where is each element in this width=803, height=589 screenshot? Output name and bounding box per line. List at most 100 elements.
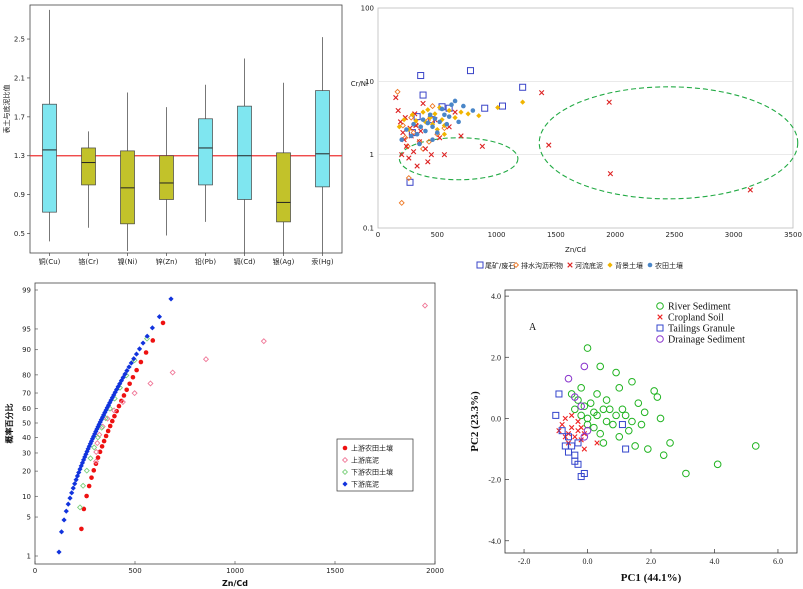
pca-point bbox=[682, 469, 690, 478]
prob-point bbox=[84, 493, 89, 499]
box bbox=[315, 90, 330, 188]
pca-point bbox=[656, 414, 665, 423]
scatter-point bbox=[437, 119, 442, 125]
scatter-point bbox=[417, 128, 424, 134]
scatter-point bbox=[408, 133, 414, 139]
scatter-point bbox=[437, 104, 443, 111]
prob-ytick-label: 90 bbox=[22, 346, 31, 354]
box bbox=[159, 155, 174, 200]
pca-point bbox=[631, 442, 639, 450]
prob-ytick-label: 1 bbox=[27, 553, 31, 561]
scatter-point bbox=[406, 155, 412, 161]
scatter-point bbox=[432, 116, 438, 121]
pca-point bbox=[618, 421, 626, 429]
box bbox=[81, 147, 96, 186]
boxplot-ytick-label: 2.5 bbox=[14, 36, 25, 44]
scatter-point bbox=[434, 130, 440, 135]
scatter-point bbox=[441, 125, 448, 132]
pca-point bbox=[622, 445, 630, 453]
scatter-point bbox=[520, 99, 526, 105]
pca-xlabel: PC1 (44.1%) bbox=[621, 572, 682, 584]
prob-point bbox=[79, 526, 84, 532]
pca-point bbox=[558, 427, 566, 435]
prob-point bbox=[124, 387, 129, 393]
pca-point bbox=[580, 432, 589, 441]
prob-point bbox=[127, 381, 132, 387]
prob-point bbox=[85, 446, 91, 452]
boxplot-ytick-label: 0.9 bbox=[14, 191, 25, 199]
prob-point bbox=[111, 407, 118, 414]
pca-point bbox=[596, 362, 605, 371]
prob-point bbox=[81, 457, 87, 463]
prob-point bbox=[133, 351, 140, 357]
pca-xtick-label: 2.0 bbox=[646, 557, 656, 566]
prob-point bbox=[122, 371, 128, 377]
pca-point bbox=[634, 399, 643, 407]
scatter-xtick-label: 3500 bbox=[784, 231, 802, 239]
pca-legend-label: Drainage Sediment bbox=[668, 335, 745, 346]
scatter-ytick-label: 100 bbox=[361, 5, 374, 13]
prob-legend-marker bbox=[341, 468, 349, 476]
pca-frame bbox=[504, 289, 798, 554]
scatter-legend-label: 尾矿/废石 bbox=[485, 261, 515, 270]
prob-point bbox=[96, 431, 103, 438]
box bbox=[237, 105, 252, 200]
pca-point bbox=[599, 439, 608, 447]
scatter-frame bbox=[377, 7, 794, 229]
scatter-point bbox=[418, 124, 423, 130]
scatter-point bbox=[747, 187, 754, 193]
prob-point bbox=[421, 302, 429, 309]
pca-legend-label: Tailings Granule bbox=[668, 324, 735, 335]
scatter-point bbox=[428, 151, 435, 158]
prob-ytick-label: 30 bbox=[22, 449, 31, 457]
scatter-legend-label: 背景土壤 bbox=[615, 261, 643, 270]
prob-point bbox=[94, 434, 101, 441]
prob-point bbox=[87, 455, 94, 462]
boxplot-category-label: 镉(Cd) bbox=[234, 257, 256, 266]
scatter-point bbox=[458, 109, 464, 115]
prob-ytick-label: 50 bbox=[22, 420, 31, 428]
prob-point bbox=[89, 436, 96, 442]
prob-point bbox=[168, 296, 174, 302]
pca-point bbox=[612, 411, 620, 420]
scatter-point bbox=[436, 135, 443, 141]
pca-point bbox=[580, 402, 589, 411]
scatter-ytick-label: 10 bbox=[365, 78, 374, 86]
pca-point bbox=[593, 390, 601, 398]
pca-point bbox=[568, 412, 575, 419]
prob-point bbox=[108, 397, 114, 403]
pca-xtick-label: 0.0 bbox=[583, 557, 593, 566]
scatter-point bbox=[444, 121, 450, 127]
prob-ytick-label: 99 bbox=[22, 287, 31, 295]
scatter-point bbox=[396, 124, 402, 130]
scatter-point bbox=[414, 163, 420, 169]
boxplot-ytick-label: 0.5 bbox=[14, 230, 25, 238]
scatter-ylabel: Cr/Ni bbox=[351, 80, 368, 88]
pca-ytick-label: -4.0 bbox=[488, 537, 501, 546]
boxplot-category-label: 镍(Ni) bbox=[118, 257, 138, 266]
scatter-point bbox=[425, 107, 431, 113]
pca-point bbox=[574, 439, 582, 447]
prob-xtick-label: 0 bbox=[33, 567, 37, 575]
prob-xtick-label: 1000 bbox=[226, 567, 244, 575]
scatter-point bbox=[452, 109, 458, 115]
scatter-point bbox=[441, 151, 448, 158]
pca-point bbox=[615, 384, 624, 392]
prob-point bbox=[69, 490, 75, 496]
prob-point bbox=[104, 415, 111, 422]
scatter-point bbox=[420, 100, 426, 107]
prob-point bbox=[65, 501, 71, 507]
cluster-ellipse-right bbox=[538, 86, 799, 200]
scatter-point bbox=[452, 98, 458, 104]
pca-point bbox=[653, 393, 662, 401]
scatter-point bbox=[413, 118, 419, 124]
pca-point bbox=[578, 424, 584, 431]
prob-point bbox=[103, 407, 109, 413]
pca-point bbox=[562, 415, 568, 422]
scatter-point bbox=[406, 126, 412, 133]
prob-legend-marker bbox=[342, 445, 348, 451]
pca-point bbox=[572, 434, 578, 440]
prob-point bbox=[134, 367, 139, 373]
prob-ytick-label: 10 bbox=[22, 493, 31, 501]
